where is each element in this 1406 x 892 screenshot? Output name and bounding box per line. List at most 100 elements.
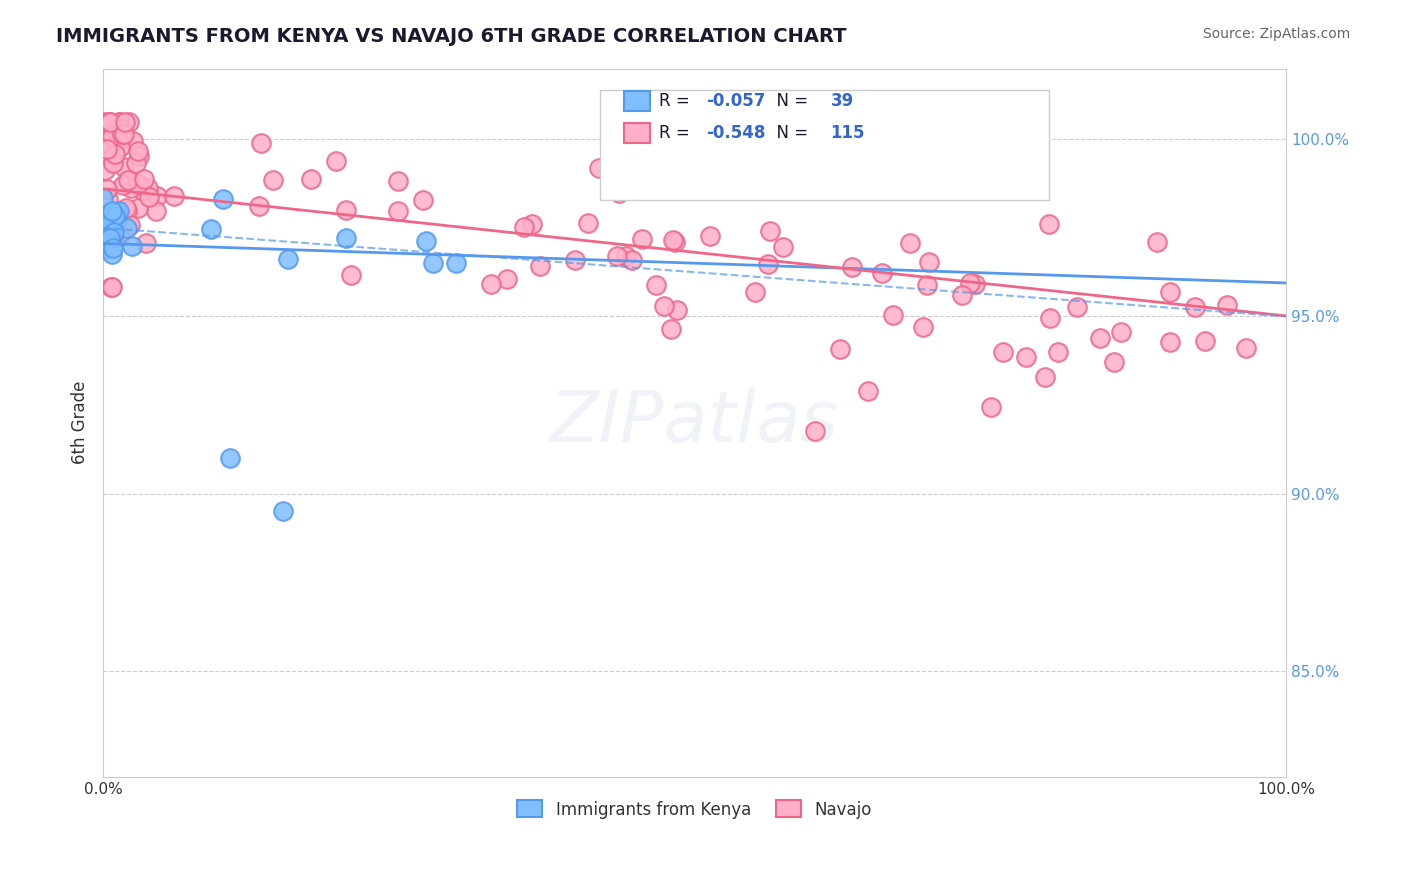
Point — [93, 211, 115, 225]
Point — [772, 240, 794, 254]
Point — [830, 342, 852, 356]
Point — [578, 216, 600, 230]
Point — [520, 217, 543, 231]
Text: IMMIGRANTS FROM KENYA VS NAVAJO 6TH GRADE CORRELATION CHART: IMMIGRANTS FROM KENYA VS NAVAJO 6TH GRAD… — [56, 27, 846, 45]
Point — [115, 221, 138, 235]
Text: -0.057: -0.057 — [706, 92, 766, 110]
Point — [105, 214, 128, 228]
Point — [93, 134, 115, 148]
Point — [96, 230, 118, 244]
Point — [127, 144, 149, 158]
Point — [112, 160, 135, 174]
Point — [138, 190, 160, 204]
Point — [132, 184, 155, 198]
Point — [103, 227, 125, 241]
Point — [529, 259, 551, 273]
Point — [97, 114, 120, 128]
Legend: Immigrants from Kenya, Navajo: Immigrants from Kenya, Navajo — [510, 794, 879, 825]
Point — [94, 208, 117, 222]
Point — [1216, 298, 1239, 312]
Point — [91, 226, 114, 240]
Point — [1159, 334, 1181, 349]
Point — [664, 235, 686, 249]
Point — [98, 114, 121, 128]
Point — [107, 120, 129, 135]
Point — [115, 204, 138, 219]
Point — [1146, 235, 1168, 249]
Point — [100, 128, 122, 143]
Y-axis label: 6th Grade: 6th Grade — [72, 381, 89, 465]
Point — [96, 142, 118, 156]
Text: 115: 115 — [831, 124, 865, 142]
Point — [912, 320, 935, 334]
Point — [118, 218, 141, 232]
Point — [101, 156, 124, 170]
Point — [127, 202, 149, 216]
Point — [121, 238, 143, 252]
Point — [98, 142, 121, 156]
Point — [1159, 285, 1181, 299]
Point — [107, 230, 129, 244]
Point — [1038, 218, 1060, 232]
Point — [108, 203, 131, 218]
Point — [97, 238, 120, 252]
Point — [699, 229, 721, 244]
Point — [271, 504, 294, 518]
Point — [1015, 350, 1038, 364]
Point — [104, 209, 127, 223]
FancyBboxPatch shape — [624, 91, 650, 111]
Point — [950, 288, 973, 302]
Point — [114, 114, 136, 128]
Point — [200, 222, 222, 236]
Point — [94, 233, 117, 247]
Point — [979, 400, 1001, 414]
Text: N =: N = — [765, 92, 813, 110]
Point — [959, 277, 981, 291]
Point — [136, 180, 159, 194]
Point — [277, 252, 299, 266]
Point — [98, 231, 121, 245]
Point — [1066, 300, 1088, 314]
Text: R =: R = — [659, 124, 695, 142]
Point — [758, 224, 780, 238]
Point — [1033, 370, 1056, 384]
Point — [756, 257, 779, 271]
Text: -0.548: -0.548 — [706, 124, 766, 142]
Point — [98, 114, 121, 128]
Point — [965, 277, 987, 292]
Point — [100, 280, 122, 294]
Point — [96, 182, 118, 196]
Point — [564, 252, 586, 267]
Point — [299, 172, 322, 186]
Point — [101, 247, 124, 261]
Point — [1088, 331, 1111, 345]
Point — [98, 152, 121, 166]
Point — [606, 249, 628, 263]
Point — [422, 255, 444, 269]
Point — [103, 225, 125, 239]
Point — [915, 277, 938, 292]
Point — [101, 228, 124, 243]
Point — [898, 235, 921, 250]
Point — [96, 242, 118, 256]
Point — [100, 228, 122, 243]
Point — [94, 125, 117, 139]
FancyBboxPatch shape — [600, 90, 1049, 200]
Point — [744, 285, 766, 299]
Point — [645, 277, 668, 292]
Point — [662, 234, 685, 248]
Point — [117, 172, 139, 186]
Point — [250, 136, 273, 151]
Point — [98, 227, 121, 241]
Point — [991, 345, 1014, 359]
Point — [262, 173, 284, 187]
Point — [631, 232, 654, 246]
Point — [163, 188, 186, 202]
Point — [101, 203, 124, 218]
Point — [98, 236, 121, 251]
Point — [247, 199, 270, 213]
Point — [94, 226, 117, 240]
Point — [918, 254, 941, 268]
Point — [120, 181, 142, 195]
Point — [146, 189, 169, 203]
